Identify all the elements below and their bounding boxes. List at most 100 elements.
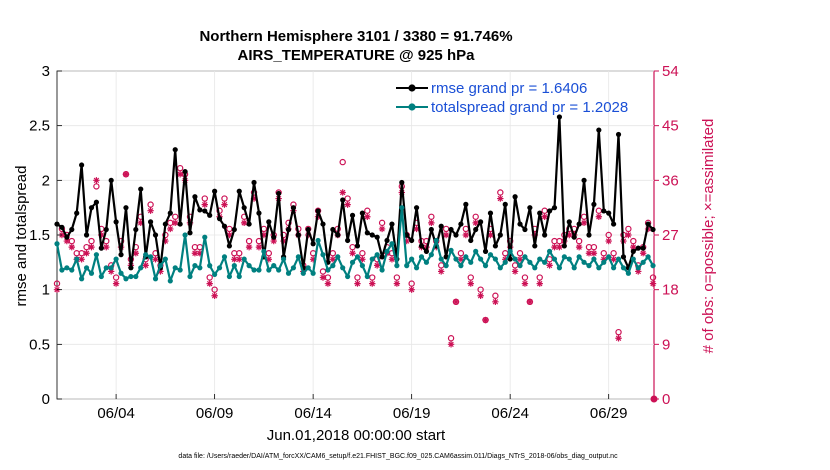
rmse-point	[635, 245, 641, 251]
rmse-point	[413, 205, 420, 211]
obs-possible-point	[206, 274, 213, 281]
totalspread-point	[428, 252, 434, 258]
obs-assimilated-point	[107, 268, 115, 275]
totalspread-point	[556, 265, 563, 271]
obs-possible-point	[447, 335, 455, 342]
totalspread-point	[320, 252, 326, 258]
totalspread-point	[231, 263, 237, 269]
rmse-point	[591, 201, 597, 207]
obs-assimilated-point	[98, 231, 105, 239]
obs-possible-point	[590, 243, 598, 251]
x-tick-label: 06/29	[590, 405, 628, 422]
totalspread-point	[542, 259, 548, 265]
obs-possible-point	[536, 274, 543, 281]
totalspread-point	[83, 265, 90, 271]
totalspread-point	[212, 271, 218, 277]
obs-possible-point	[516, 250, 524, 257]
obs-assimilated-point	[536, 280, 543, 287]
rmse-point	[571, 234, 577, 240]
totalspread-point	[330, 263, 336, 269]
obs-assimilated-point	[639, 250, 647, 257]
totalspread-point	[492, 256, 498, 262]
rmse-point	[374, 234, 380, 240]
totalspread-point	[502, 259, 508, 265]
obs-assimilated-point	[245, 243, 253, 251]
rmse-point	[192, 194, 198, 200]
obs-possible-point	[378, 219, 386, 227]
obs-assimilated-point	[255, 243, 263, 251]
grid-layer	[57, 70, 654, 400]
y-right-tick-label: 0	[662, 391, 670, 408]
y-left-tick-label: 3	[42, 63, 50, 80]
obs-assimilated-point	[354, 280, 361, 287]
rmse-point	[202, 208, 208, 214]
y-left-tick-label: 2	[42, 172, 50, 189]
totalspread-point	[202, 234, 208, 240]
totalspread-point	[251, 267, 257, 273]
obs-assimilated-point	[329, 256, 337, 263]
totalspread-point	[192, 263, 198, 269]
totalspread-point	[448, 247, 454, 253]
totalspread-point	[280, 256, 287, 262]
obs-possible-point	[408, 280, 415, 287]
totalspread-point	[325, 267, 331, 273]
rmse-point	[418, 243, 425, 249]
obs-assimilated-point	[280, 237, 287, 245]
rmse-point	[226, 243, 233, 249]
obs-assimilated-point	[112, 280, 120, 287]
rmse-point	[241, 205, 247, 211]
x-tick-label: 06/19	[393, 405, 431, 422]
rmse-point	[128, 265, 134, 271]
rmse-point	[482, 248, 489, 254]
obs-possible-point	[575, 237, 583, 245]
rmse-point	[606, 210, 612, 216]
rmse-point	[581, 177, 587, 183]
rmse-point	[537, 210, 543, 216]
obs-assimilated-point	[206, 280, 213, 287]
rmse-point	[428, 226, 434, 233]
totalspread-point	[315, 237, 321, 244]
obs-assimilated-point	[231, 256, 238, 263]
obs-assimilated-point	[260, 231, 268, 239]
totalspread-point	[404, 263, 410, 269]
y-right-tick-label: 27	[662, 227, 679, 244]
rmse-point	[83, 232, 90, 238]
obs-assimilated-point	[349, 250, 356, 257]
obs-possible-point	[354, 274, 361, 281]
totalspread-point	[226, 273, 233, 280]
rmse-point	[310, 241, 316, 247]
y-left-tick-label: 0	[42, 391, 50, 408]
totalspread-point	[143, 252, 149, 258]
rmse-point	[330, 226, 336, 233]
totalspread-point	[285, 270, 292, 276]
obs-possible-point	[615, 328, 622, 336]
rmse-point	[448, 226, 454, 233]
obs-assimilated-point	[221, 201, 228, 208]
totalspread-point	[290, 265, 297, 271]
rmse-point	[650, 226, 656, 233]
rmse-point	[349, 212, 356, 218]
totalspread-point	[271, 263, 277, 269]
obs-assimilated-point	[364, 213, 371, 220]
totalspread-point	[177, 267, 183, 273]
obs-assimilated-point	[388, 256, 396, 263]
totalspread-point	[88, 270, 95, 276]
obs-possible-point	[502, 250, 509, 257]
obs-assimilated-point	[442, 231, 450, 239]
rmse-point	[369, 232, 375, 238]
rmse-point	[59, 224, 65, 230]
totalspread-point	[438, 256, 444, 262]
obs-possible-point	[349, 243, 356, 251]
obs-assimilated-point	[191, 250, 199, 257]
obs-assimilated-point	[635, 268, 642, 275]
obs-assimilated-point	[324, 280, 332, 287]
totalspread-point	[620, 265, 627, 271]
obs-assimilated-point	[408, 286, 415, 293]
obs-assimilated-point	[250, 195, 258, 202]
obs-possible-point	[221, 195, 228, 202]
obs-assimilated-point	[452, 298, 460, 306]
totalspread-point	[635, 265, 641, 271]
obs-assimilated-point	[122, 171, 130, 178]
obs-assimilated-point	[344, 201, 351, 208]
rmse-point	[423, 248, 430, 254]
